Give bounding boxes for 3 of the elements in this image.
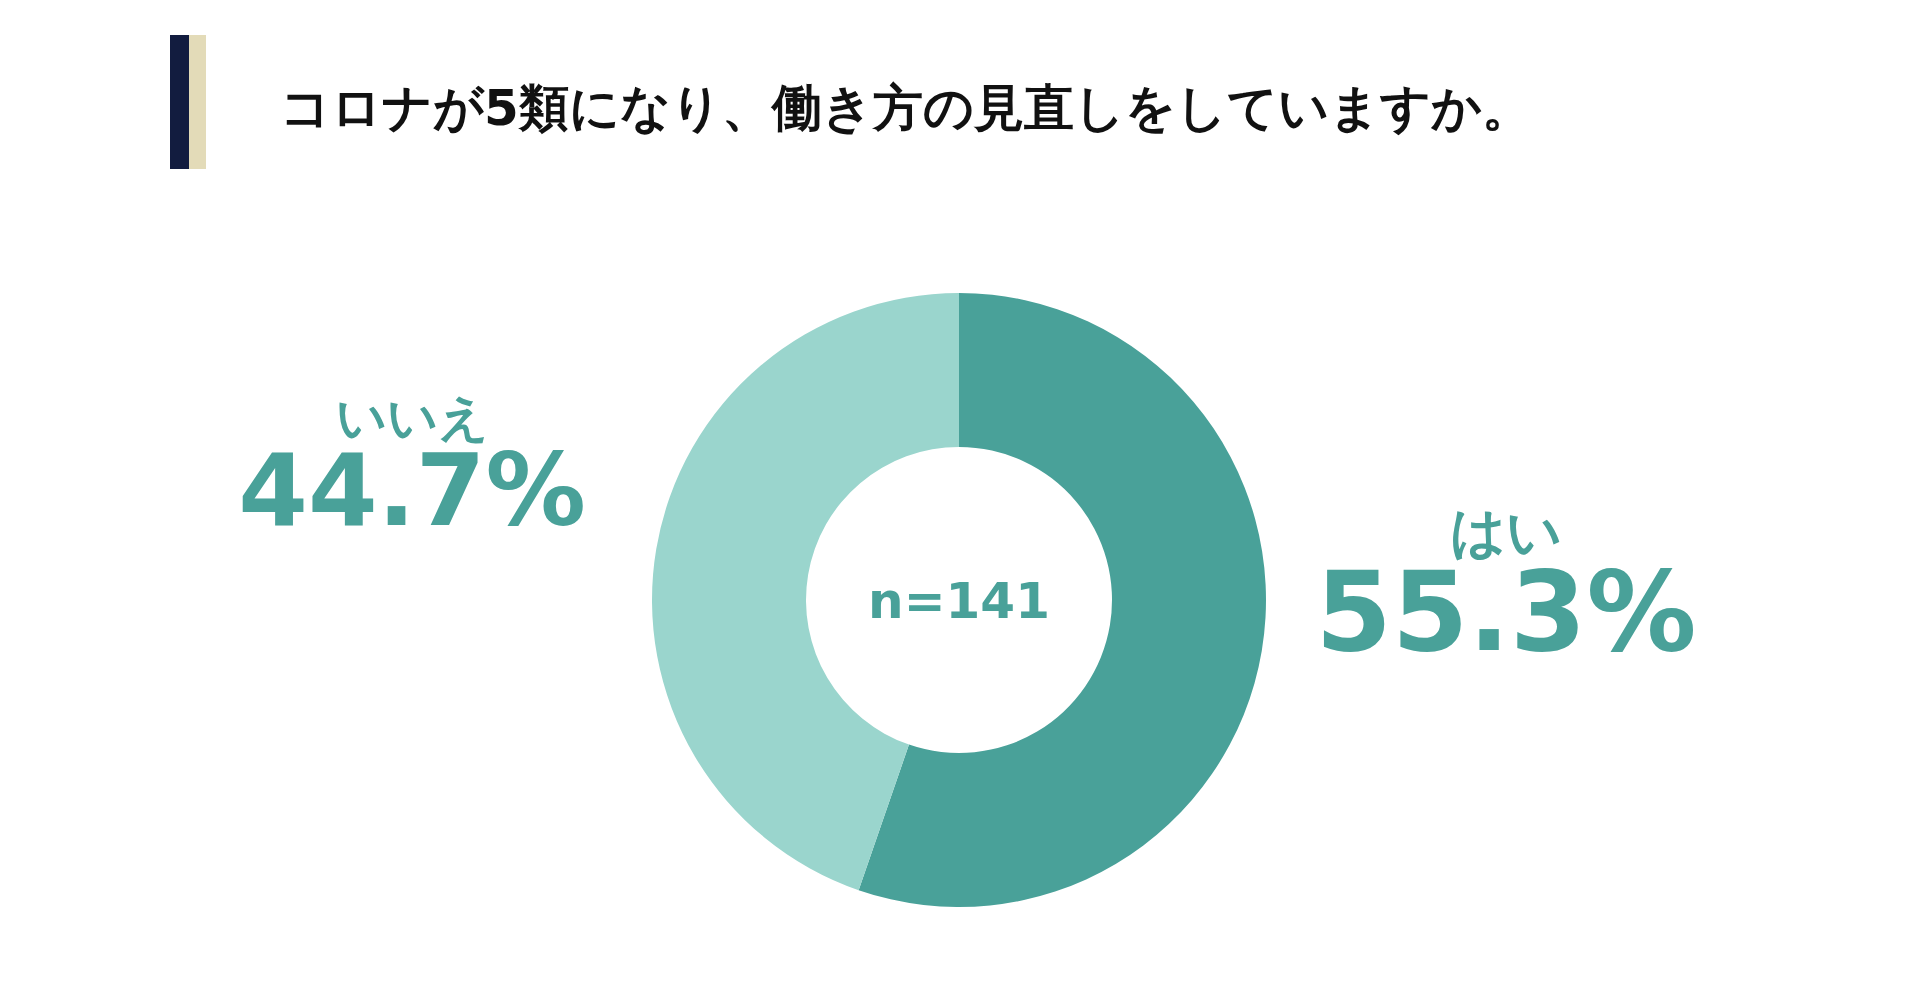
chart-title: コロナが5類になり、働き方の見直しをしていますか。	[280, 79, 1532, 137]
text: n=141	[868, 572, 1050, 630]
donut-slice	[858, 293, 1266, 907]
